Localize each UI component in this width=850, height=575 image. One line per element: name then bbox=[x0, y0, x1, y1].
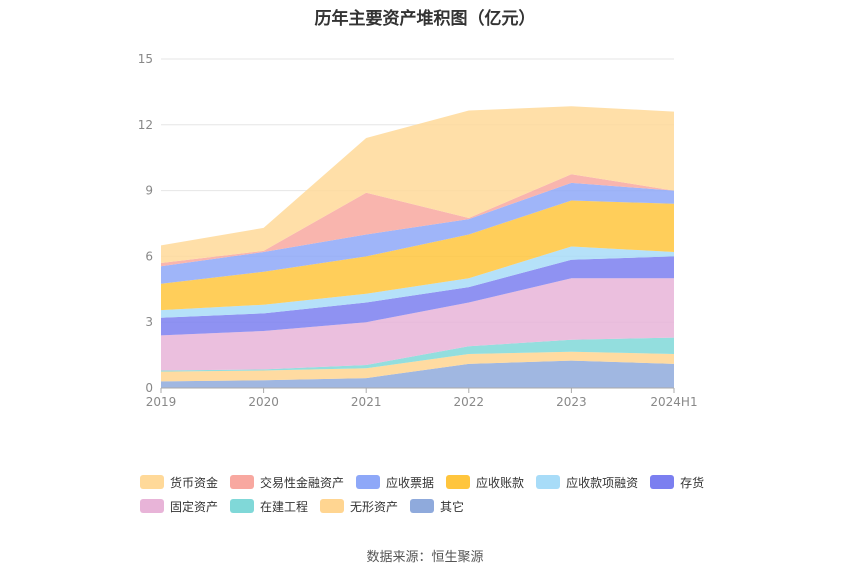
area-在建工程 bbox=[161, 337, 674, 372]
legend-label: 其它 bbox=[440, 499, 465, 514]
legend-item[interactable]: 无形资产 bbox=[320, 498, 398, 515]
legend-label: 货币资金 bbox=[170, 475, 219, 490]
legend-item[interactable]: 交易性金融资产 bbox=[230, 474, 344, 491]
y-tick-label: 12 bbox=[138, 118, 153, 132]
legend-item[interactable]: 货币资金 bbox=[140, 474, 218, 491]
legend-item[interactable]: 存货 bbox=[650, 474, 704, 491]
legend-swatch bbox=[446, 475, 471, 489]
legend-label: 固定资产 bbox=[170, 499, 219, 514]
legend-row: 货币资金 交易性金融资产 应收票据 应收账款 应收款项融资 存货 bbox=[140, 470, 720, 494]
legend-swatch bbox=[230, 499, 255, 513]
legend-swatch bbox=[140, 499, 164, 513]
legend-item[interactable]: 应收账款 bbox=[446, 474, 524, 491]
legend-label: 应收款项融资 bbox=[566, 475, 639, 490]
legend-swatch bbox=[410, 499, 435, 513]
legend-item[interactable]: 固定资产 bbox=[140, 498, 218, 515]
chart-title: 历年主要资产堆积图（亿元） bbox=[314, 9, 536, 29]
x-tick-label: 2024H1 bbox=[650, 395, 697, 409]
legend-label: 无形资产 bbox=[350, 499, 399, 514]
y-tick-label: 3 bbox=[145, 315, 153, 329]
legend-swatch bbox=[650, 475, 675, 489]
legend-swatch bbox=[356, 475, 381, 489]
y-tick-label: 15 bbox=[138, 52, 153, 66]
legend-item[interactable]: 在建工程 bbox=[230, 498, 308, 515]
x-tick-label: 2023 bbox=[556, 395, 587, 409]
legend-row: 固定资产 在建工程 无形资产 其它 bbox=[140, 494, 720, 518]
area-应收款项融资 bbox=[161, 246, 674, 318]
area-无形资产 bbox=[161, 351, 674, 382]
y-tick-label: 6 bbox=[145, 249, 153, 263]
area-应收票据 bbox=[161, 182, 674, 284]
x-tick-label: 2019 bbox=[146, 395, 177, 409]
legend-label: 应收账款 bbox=[476, 475, 525, 490]
y-tick-label: 0 bbox=[145, 381, 153, 395]
legend-item[interactable]: 应收款项融资 bbox=[536, 474, 638, 491]
area-货币资金 bbox=[161, 106, 674, 263]
legend-label: 应收票据 bbox=[386, 475, 435, 490]
legend-swatch bbox=[140, 475, 164, 489]
legend-label: 在建工程 bbox=[260, 499, 309, 514]
legend-swatch bbox=[320, 499, 345, 513]
legend-label: 存货 bbox=[680, 475, 705, 490]
area-交易性金融资产 bbox=[161, 174, 674, 267]
area-固定资产 bbox=[161, 278, 674, 371]
legend-item[interactable]: 应收票据 bbox=[356, 474, 434, 491]
legend-swatch bbox=[230, 475, 255, 489]
area-其它 bbox=[161, 360, 674, 388]
legend: 货币资金 交易性金融资产 应收票据 应收账款 应收款项融资 存货固定资产 在建工程 无形资产 其… bbox=[140, 470, 720, 518]
legend-item[interactable]: 其它 bbox=[410, 498, 464, 515]
source-note: 数据来源：恒生聚源 bbox=[366, 550, 484, 565]
x-tick-label: 2022 bbox=[454, 395, 485, 409]
area-存货 bbox=[161, 256, 674, 336]
y-tick-label: 9 bbox=[145, 184, 153, 198]
x-tick-label: 2020 bbox=[248, 395, 279, 409]
legend-label: 交易性金融资产 bbox=[260, 475, 345, 490]
area-应收账款 bbox=[161, 200, 674, 311]
stacked-area-chart: 0 3 6 9 12 15 2019 2020 2021 2022 2023 2024H1 bbox=[138, 52, 698, 409]
x-tick-label: 2021 bbox=[351, 395, 382, 409]
legend-swatch bbox=[536, 475, 561, 489]
